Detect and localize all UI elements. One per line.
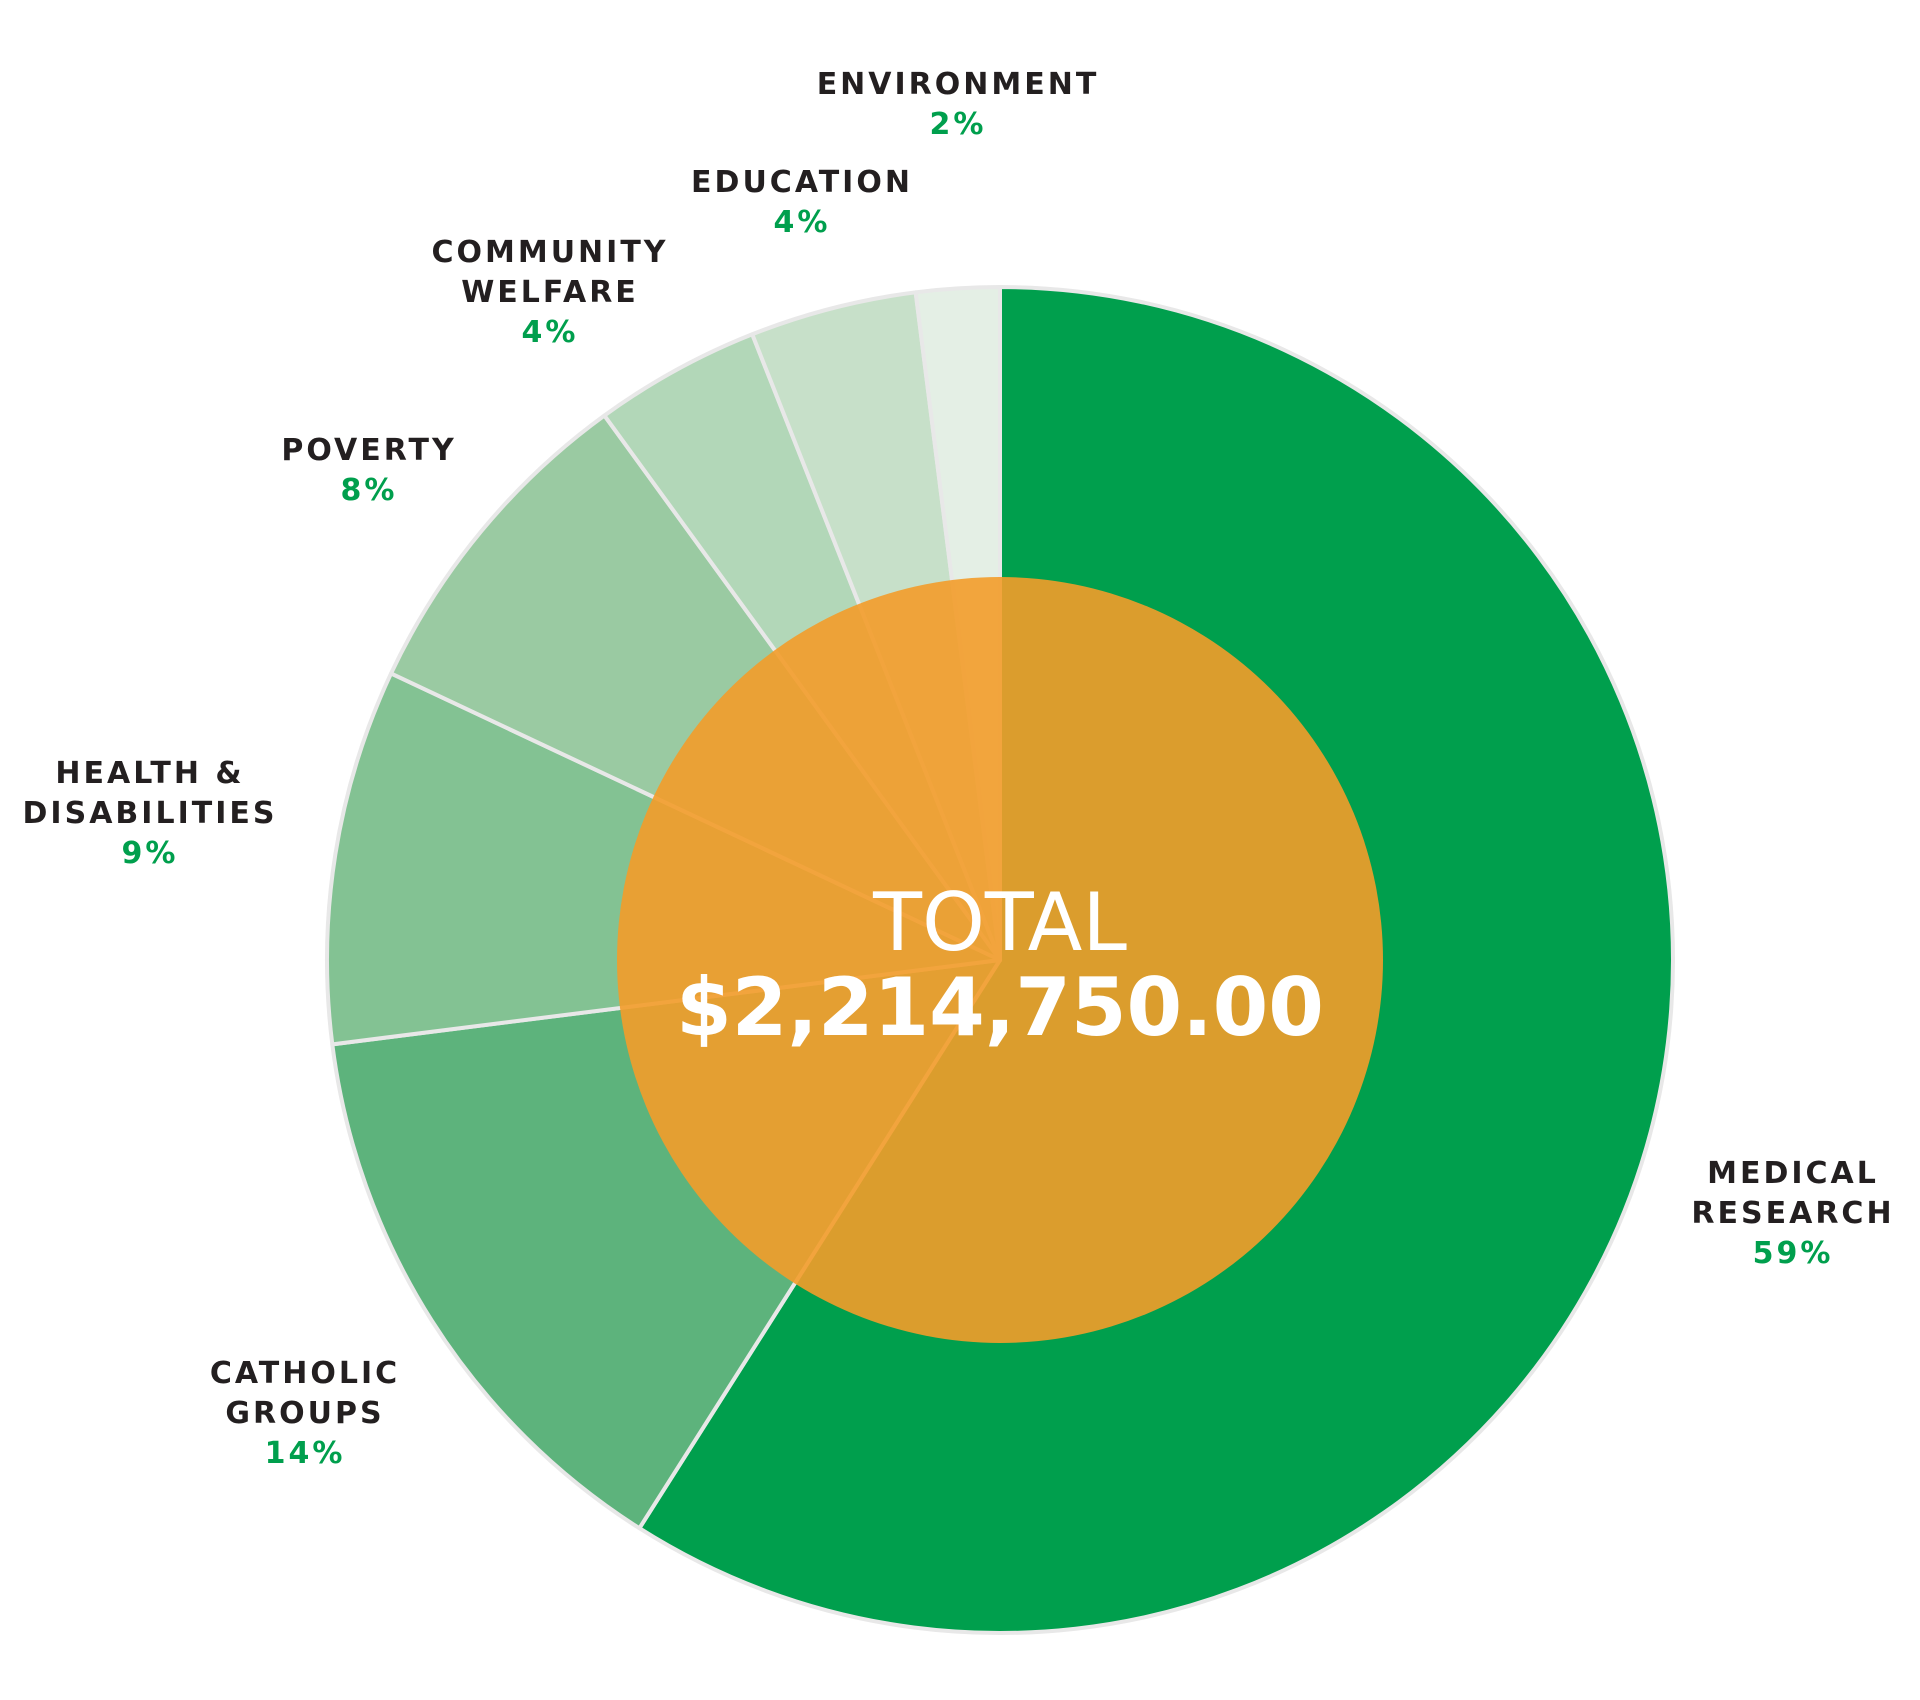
label-name-health-disabilities: DISABILITIES — [23, 796, 278, 831]
label-name-community-welfare: COMMUNITY — [431, 235, 668, 270]
label-poverty: POVERTY 8% — [281, 433, 456, 508]
label-percent-poverty: 8% — [341, 473, 398, 508]
label-name-catholic-groups: CATHOLIC — [210, 1356, 400, 1391]
label-community-welfare: COMMUNITY WELFARE 4% — [431, 235, 668, 350]
label-name-catholic-groups: GROUPS — [225, 1396, 384, 1431]
label-name-medical-research: MEDICAL — [1707, 1156, 1879, 1191]
label-health-disabilities: HEALTH & DISABILITIES 9% — [23, 756, 278, 871]
center-total-disc — [617, 577, 1383, 1343]
center-total-value: $2,214,750.00 — [676, 961, 1324, 1054]
label-education: EDUCATION 4% — [691, 165, 913, 240]
label-percent-medical-research: 59% — [1753, 1236, 1834, 1271]
label-percent-community-welfare: 4% — [522, 315, 579, 350]
label-medical-research: MEDICAL RESEARCH 59% — [1691, 1156, 1894, 1271]
label-name-health-disabilities: HEALTH & — [55, 756, 244, 791]
slice-labels: MEDICAL RESEARCH 59% CATHOLIC GROUPS 14% HEALT… — [23, 67, 1894, 1471]
label-percent-environment: 2% — [930, 107, 987, 142]
label-environment: ENVIRONMENT 2% — [817, 67, 1100, 142]
label-percent-education: 4% — [774, 205, 831, 240]
label-name-education: EDUCATION — [691, 165, 913, 200]
label-percent-catholic-groups: 14% — [265, 1436, 346, 1471]
label-name-poverty: POVERTY — [281, 433, 456, 468]
label-percent-health-disabilities: 9% — [122, 836, 179, 871]
label-catholic-groups: CATHOLIC GROUPS 14% — [210, 1356, 400, 1471]
label-name-medical-research: RESEARCH — [1691, 1196, 1894, 1231]
label-name-environment: ENVIRONMENT — [817, 67, 1100, 102]
label-name-community-welfare: WELFARE — [461, 275, 639, 310]
center-total-title: TOTAL — [872, 876, 1127, 969]
